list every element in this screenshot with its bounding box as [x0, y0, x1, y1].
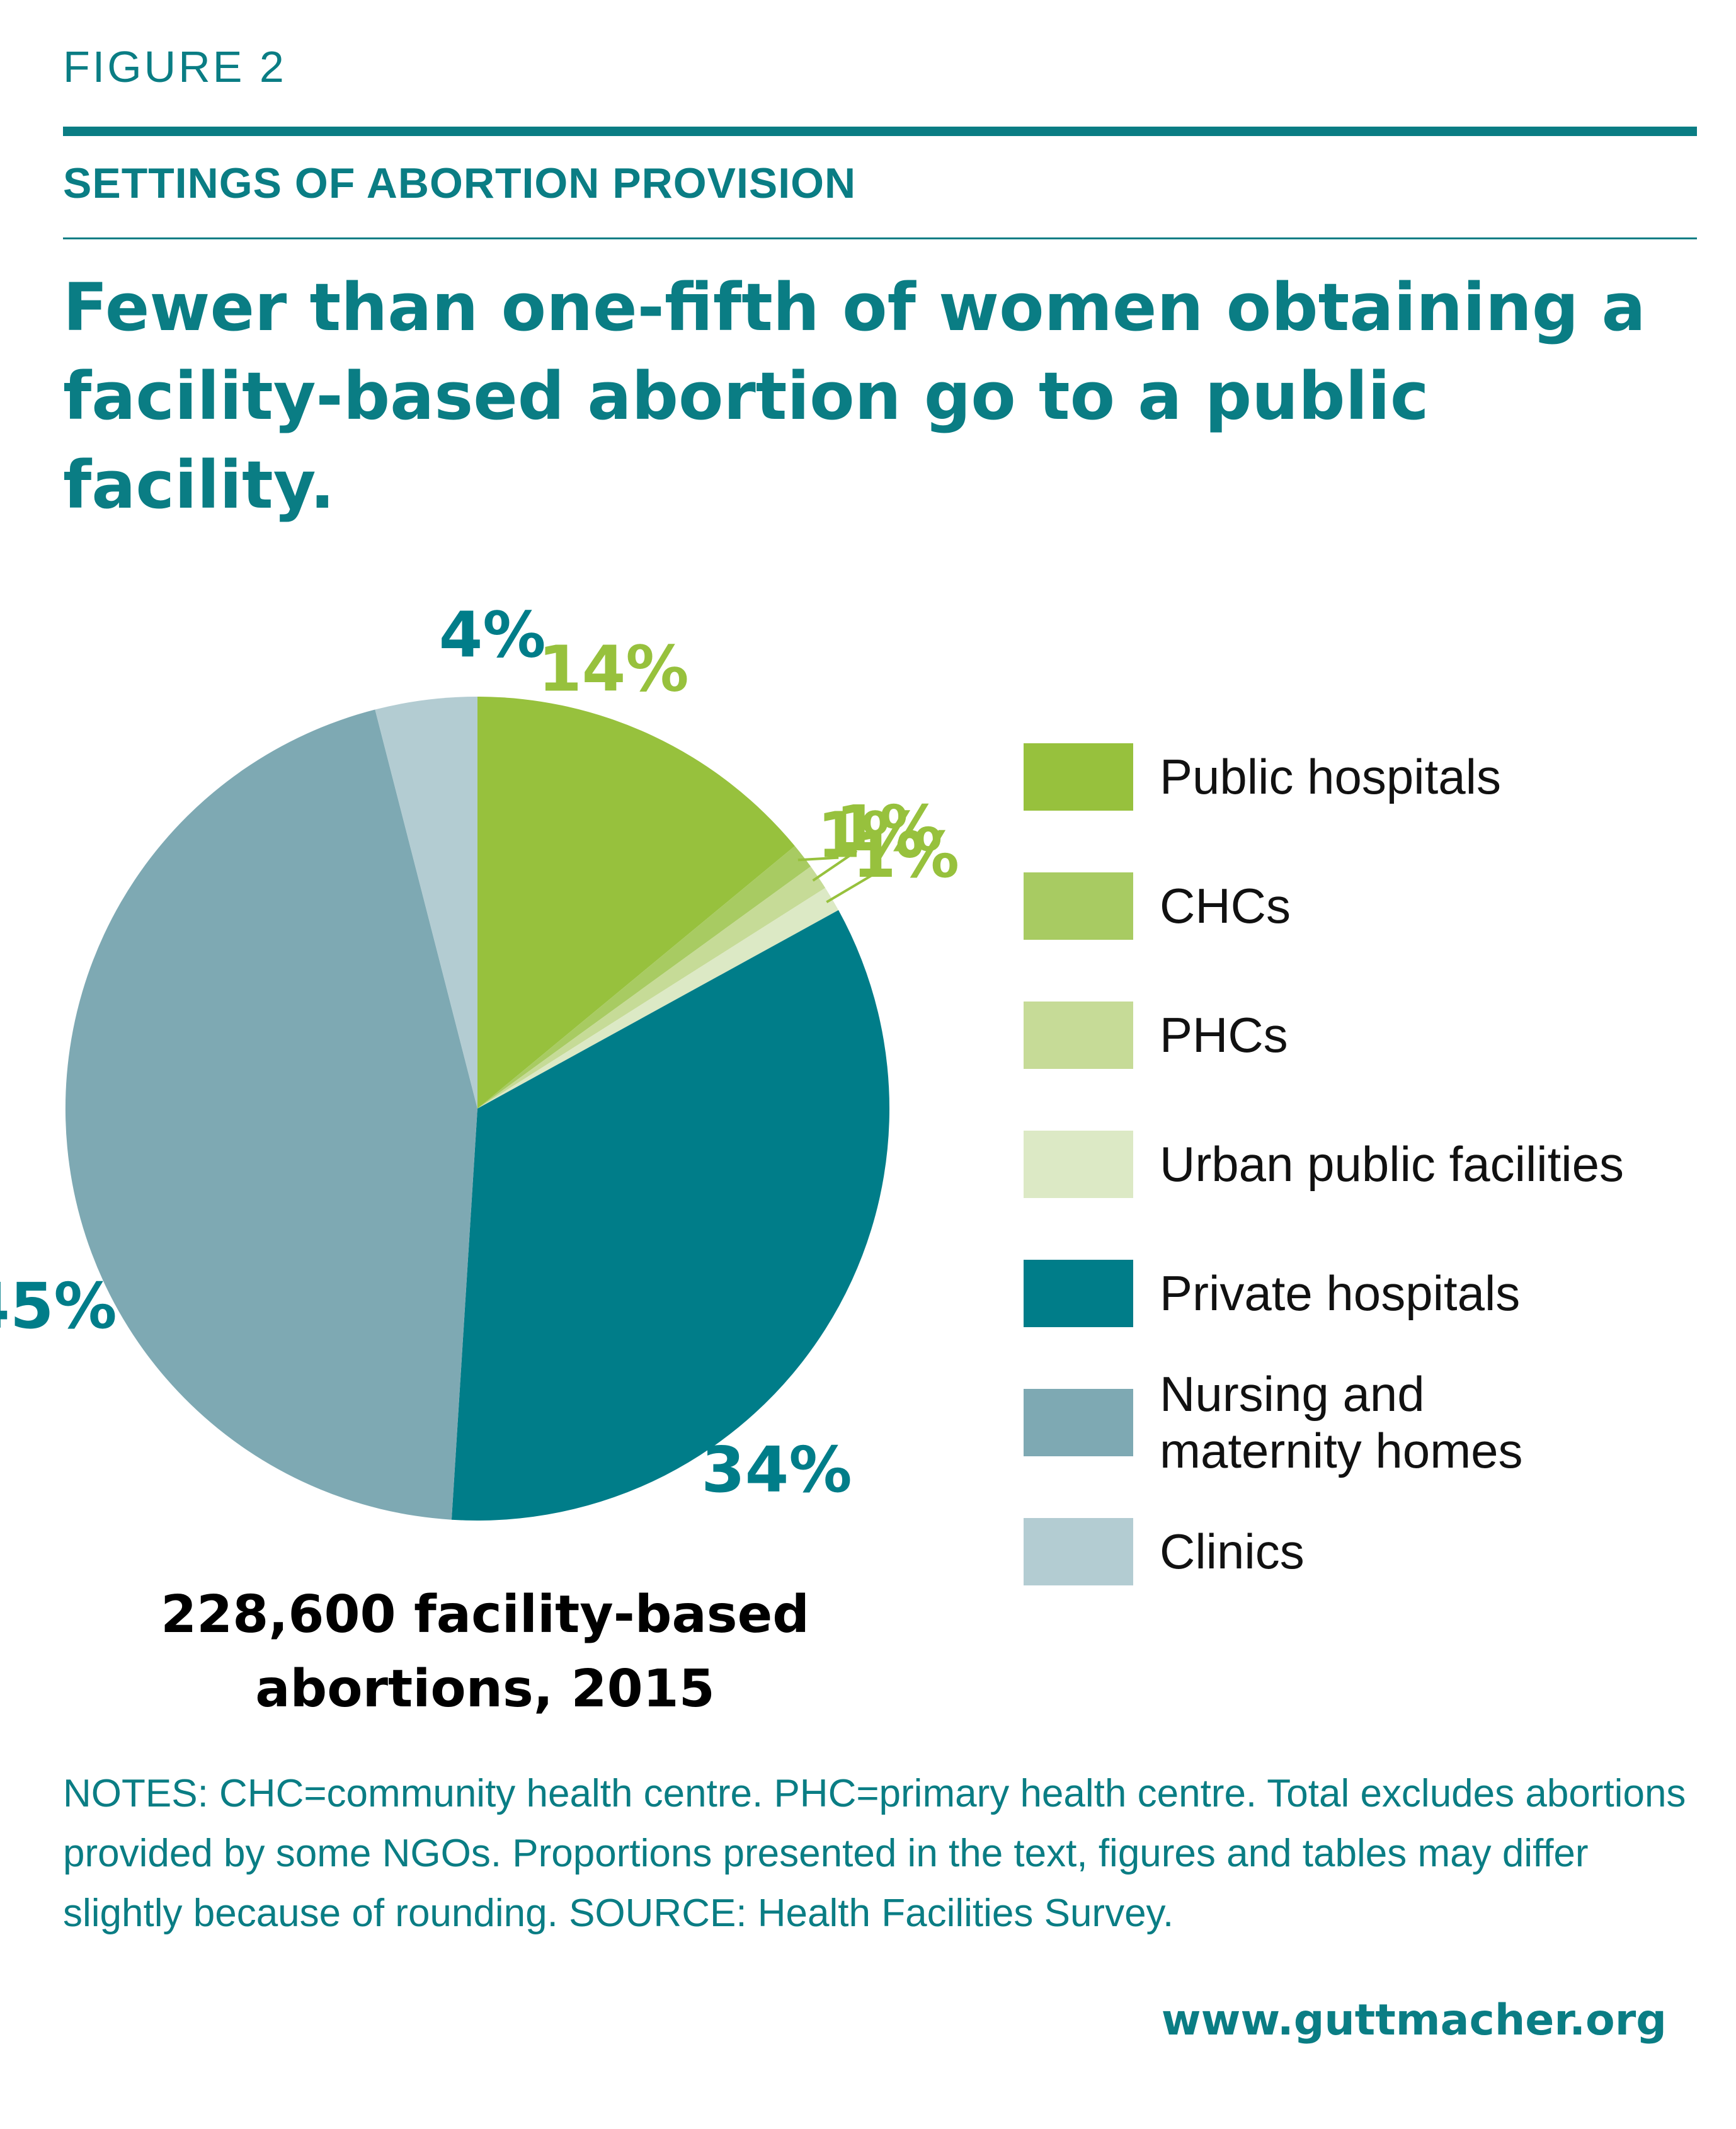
- pie-slice-phcs: [477, 866, 826, 1109]
- pie-slice-chcs: [477, 846, 811, 1109]
- section-title: SETTINGS OF ABORTION PROVISION: [63, 159, 857, 207]
- legend-swatch: [1024, 1260, 1133, 1327]
- legend-swatch: [1024, 1131, 1133, 1198]
- data-label-clinics: 4%: [439, 598, 546, 671]
- pie-slice-private-hospitals: [451, 910, 890, 1521]
- legend-label-line: Private hospitals: [1160, 1265, 1521, 1321]
- pie-slices: [65, 697, 890, 1521]
- chart-headline: Fewer than one-fifth of women obtaining …: [63, 269, 1646, 523]
- legend-swatch: [1024, 743, 1133, 811]
- leader-line-urban-public-facilities: [826, 874, 873, 903]
- notes: NOTES: CHC=community health centre. PHC=…: [63, 1772, 1686, 1935]
- legend-swatch: [1024, 1389, 1133, 1456]
- title-rule: [63, 237, 1697, 239]
- legend-label-line: PHCs: [1160, 1007, 1288, 1063]
- leader-lines: [797, 850, 873, 903]
- legend-label-line: CHCs: [1160, 878, 1291, 933]
- data-label-private-hospitals: 34%: [701, 1433, 852, 1507]
- leader-line-phcs: [812, 850, 858, 882]
- data-label-phcs: 1%: [836, 792, 943, 865]
- legend-label: PHCs: [1160, 1007, 1288, 1063]
- legend-label-line: Public hospitals: [1160, 749, 1501, 804]
- pie-slice-clinics: [375, 697, 477, 1109]
- legend-swatch: [1024, 1518, 1133, 1585]
- data-label-chcs: 1%: [817, 798, 924, 872]
- pie-slice-urban-public-facilities: [477, 888, 839, 1109]
- pie-caption-line-2: abortions, 2015: [255, 1659, 715, 1719]
- legend-label: Public hospitals: [1160, 748, 1501, 805]
- legend-label: Clinics: [1160, 1523, 1305, 1580]
- pie-chart: 14% 1%1%1% 34% 45% 4%: [0, 598, 959, 1521]
- header-rule: [63, 127, 1697, 136]
- legend-label: Urban public facilities: [1160, 1136, 1624, 1192]
- legend: Public hospitals CHCs PHCs Urban public fac…: [1024, 743, 1716, 1657]
- legend-label: Private hospitals: [1160, 1265, 1520, 1321]
- legend-label: Nursing and maternity homes: [1160, 1366, 1523, 1479]
- slice-labels: 14% 1%1%1% 34% 45% 4%: [0, 598, 959, 1507]
- legend-swatch: [1024, 1002, 1133, 1069]
- legend-label: CHCs: [1160, 877, 1291, 934]
- pie-slice-public-hospitals: [477, 697, 795, 1109]
- leader-line-chcs: [797, 856, 839, 862]
- website-url: www.guttmacher.org: [1161, 1995, 1667, 2045]
- legend-label-line: Clinics: [1160, 1524, 1305, 1579]
- pie-slice-nursing-and-maternity-homes: [65, 709, 478, 1520]
- pie-caption: 228,600 facility-based abortions, 2015: [107, 1578, 863, 1727]
- legend-label-line: Nursing and: [1160, 1366, 1425, 1422]
- legend-label-line: Urban public facilities: [1160, 1136, 1625, 1192]
- legend-label-line: maternity homes: [1160, 1423, 1523, 1478]
- figure-label: FIGURE 2: [63, 42, 287, 91]
- data-label-public-hospitals: 14%: [538, 632, 688, 706]
- pie-caption-line-1: 228,600 facility-based: [161, 1585, 809, 1645]
- data-label-urban-public-facilities: 1%: [852, 818, 959, 892]
- data-label-nursing-and-maternity-homes: 45%: [0, 1269, 117, 1343]
- legend-swatch: [1024, 872, 1133, 940]
